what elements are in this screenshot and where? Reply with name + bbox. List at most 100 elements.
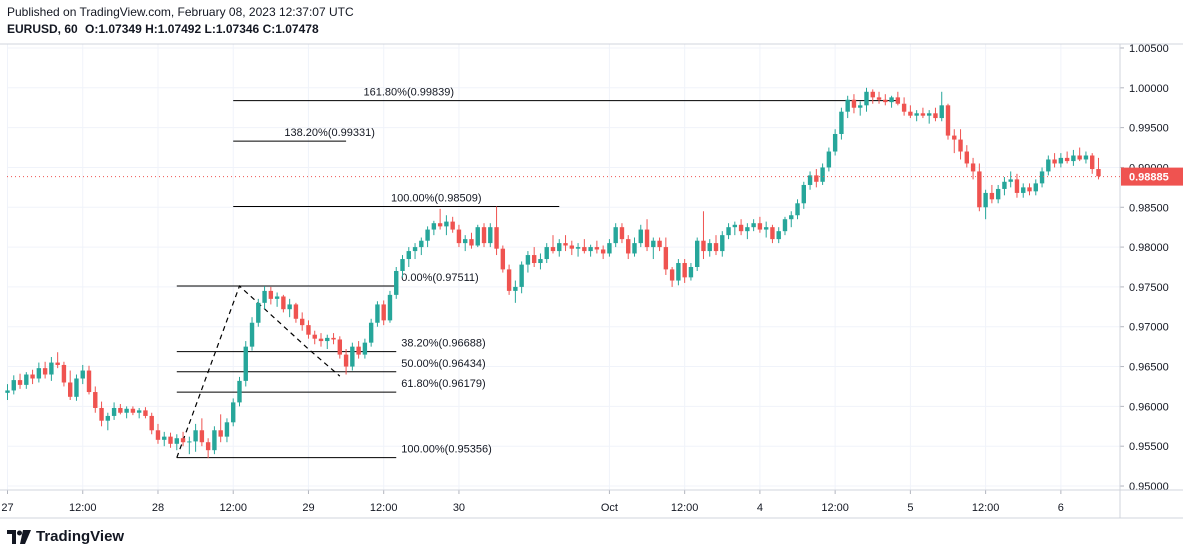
candle — [801, 181, 806, 209]
candle — [550, 235, 556, 254]
candle — [1002, 177, 1007, 196]
candle — [281, 294, 286, 313]
candle — [99, 401, 104, 427]
candle — [143, 407, 148, 419]
y-tick-label: 1.00500 — [1129, 43, 1169, 55]
candle — [563, 235, 568, 252]
candle — [1058, 153, 1064, 168]
candle — [619, 223, 625, 244]
candle — [506, 264, 512, 295]
candle — [368, 318, 374, 347]
candle — [644, 219, 650, 252]
candle — [394, 267, 399, 299]
candle — [243, 341, 248, 387]
candle — [770, 224, 775, 244]
candle — [713, 235, 719, 256]
symbol-label[interactable]: EURUSD, 60 — [7, 22, 78, 36]
candle — [920, 107, 926, 119]
candle — [544, 243, 549, 264]
candle — [212, 426, 217, 455]
candle — [676, 259, 681, 286]
candle — [926, 110, 932, 124]
candle — [782, 216, 788, 236]
candle — [763, 221, 769, 238]
candle — [889, 95, 894, 108]
candle — [11, 375, 16, 395]
candle — [1064, 151, 1070, 164]
candle — [193, 423, 198, 452]
x-tick-label: 5 — [907, 502, 913, 514]
candle — [738, 219, 744, 236]
candle — [375, 301, 380, 327]
candle — [149, 412, 154, 435]
candle — [832, 129, 838, 156]
candle — [575, 243, 581, 257]
candle — [1046, 155, 1051, 176]
candle — [475, 224, 480, 248]
candle — [945, 103, 951, 140]
fib-level-label: 100.00%(0.98509) — [391, 193, 482, 205]
candle — [995, 184, 1001, 204]
candle — [933, 107, 938, 122]
candle — [406, 247, 411, 267]
x-tick-label: 12:00 — [821, 502, 849, 514]
candle — [343, 349, 349, 375]
candle — [914, 110, 919, 122]
y-tick-label: 0.99500 — [1129, 123, 1169, 135]
candle — [952, 129, 957, 154]
candle — [1008, 171, 1013, 188]
candle — [49, 356, 54, 381]
candle — [362, 338, 368, 359]
candle — [500, 245, 506, 273]
candle — [839, 107, 844, 140]
candle — [732, 221, 738, 236]
candle — [17, 373, 23, 389]
candle — [463, 235, 468, 252]
candle — [1090, 153, 1095, 174]
candle — [638, 224, 643, 248]
brand[interactable]: TradingView — [7, 528, 124, 545]
candle — [757, 216, 763, 233]
candle — [651, 237, 656, 260]
candle — [412, 243, 418, 260]
low-label: L: — [204, 22, 216, 36]
y-tick-label: 1.00000 — [1129, 83, 1169, 95]
high-value: 1.07492 — [157, 22, 202, 36]
brand-name: TradingView — [36, 528, 125, 545]
candle — [350, 342, 355, 371]
candle — [488, 223, 493, 248]
candle — [68, 370, 73, 401]
candle — [42, 361, 48, 379]
candle — [876, 91, 882, 104]
candle — [306, 320, 311, 339]
candle — [626, 235, 631, 260]
candle — [174, 434, 179, 451]
candle — [249, 317, 255, 351]
x-tick-label: Oct — [601, 502, 618, 514]
trend-dashed-line — [176, 284, 341, 458]
fib-level-label: 0.00%(0.97511) — [401, 272, 478, 284]
fib-level-label: 161.80%(0.99839) — [364, 87, 455, 99]
y-tick-label: 0.97000 — [1129, 322, 1169, 334]
candle — [1021, 183, 1026, 198]
candle — [30, 369, 35, 385]
x-tick-label: 12:00 — [69, 502, 97, 514]
candle — [124, 406, 129, 419]
candle — [751, 219, 756, 232]
candle — [525, 251, 531, 273]
fib-level-label: 38.20%(0.96688) — [401, 338, 485, 350]
candle — [481, 223, 487, 248]
candle — [958, 129, 963, 160]
candle — [600, 245, 606, 260]
candle — [939, 91, 944, 122]
candle — [607, 239, 612, 257]
x-tick-label: 12:00 — [370, 502, 398, 514]
candle — [964, 145, 970, 168]
candle — [262, 286, 267, 310]
y-tick-label: 0.98500 — [1129, 202, 1169, 214]
candle — [826, 147, 832, 172]
candle — [845, 95, 850, 119]
candle — [569, 240, 574, 256]
candle — [24, 372, 29, 389]
